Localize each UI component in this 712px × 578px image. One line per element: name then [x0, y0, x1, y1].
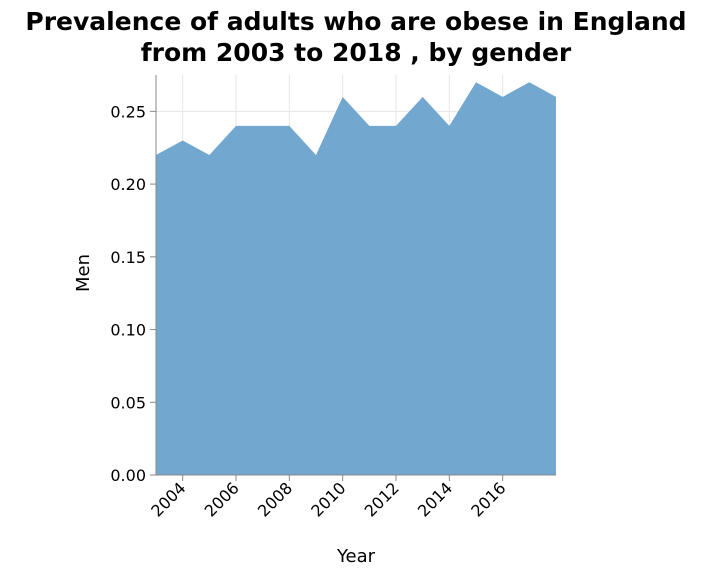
x-tick-label: 2004 — [147, 478, 189, 520]
y-tick-label: 0.25 — [110, 102, 146, 121]
y-tick-label: 0.20 — [110, 175, 146, 194]
x-tick-label: 2012 — [361, 478, 403, 520]
y-tick-label: 0.00 — [110, 466, 146, 485]
x-tick-label: 2014 — [414, 478, 456, 520]
y-tick-label: 0.10 — [110, 321, 146, 340]
y-tick-label: 0.05 — [110, 393, 146, 412]
x-axis-ticks: 2004 2006 2008 2010 2012 2014 2016 — [147, 475, 509, 521]
x-tick-label: 2016 — [467, 478, 509, 520]
x-axis-label: Year — [336, 546, 376, 567]
x-tick-label: 2008 — [254, 478, 296, 520]
chart-title-line-2: from 2003 to 2018 , by gender — [141, 38, 572, 67]
chart-title-line-1: Prevalence of adults who are obese in En… — [25, 7, 686, 36]
x-tick-label: 2006 — [201, 478, 243, 520]
axes — [155, 75, 556, 476]
y-tick-label: 0.15 — [110, 248, 146, 267]
x-tick-label: 2010 — [307, 478, 349, 520]
y-axis-label: Men — [73, 254, 94, 292]
y-axis-ticks: 0.00 0.05 0.10 0.15 0.20 0.25 — [110, 102, 156, 485]
series-area-men — [156, 82, 556, 475]
